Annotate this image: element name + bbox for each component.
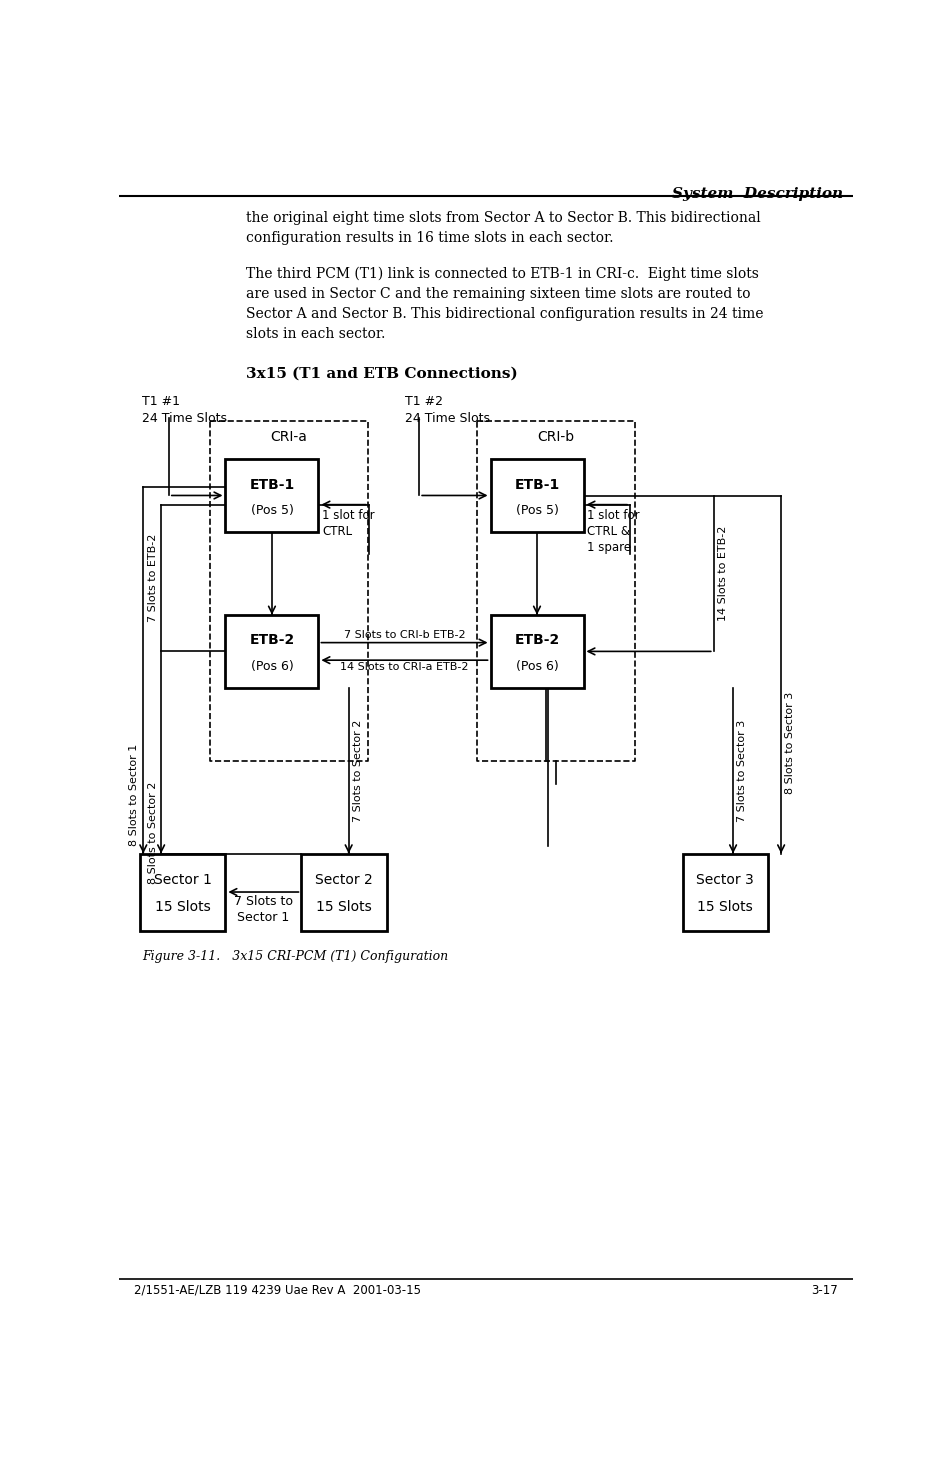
Bar <box>226 459 319 532</box>
Text: System  Description: System Description <box>672 186 843 201</box>
Text: CRI-b: CRI-b <box>537 430 574 444</box>
Text: 15 Slots: 15 Slots <box>698 900 754 915</box>
Bar <box>301 853 387 931</box>
Text: (Pos 6): (Pos 6) <box>516 660 558 673</box>
Bar <box>490 459 584 532</box>
Text: (Pos 5): (Pos 5) <box>516 504 558 517</box>
Text: ETB-1: ETB-1 <box>515 478 559 493</box>
Text: 1 slot for
CTRL: 1 slot for CTRL <box>322 509 375 538</box>
Bar <box>683 853 768 931</box>
Text: 14 Slots to CRI-a ETB-2: 14 Slots to CRI-a ETB-2 <box>340 663 468 673</box>
Text: T1 #1
24 Time Slots: T1 #1 24 Time Slots <box>142 396 227 425</box>
Text: 1 slot for
CTRL &
1 spare: 1 slot for CTRL & 1 spare <box>588 509 640 554</box>
Text: the original eight time slots from Sector A to Sector B. This bidirectional
conf: the original eight time slots from Secto… <box>246 211 761 245</box>
Text: 3x15 (T1 and ETB Connections): 3x15 (T1 and ETB Connections) <box>246 366 519 381</box>
Text: 7 Slots to
Sector 1: 7 Slots to Sector 1 <box>234 896 293 924</box>
Text: (Pos 5): (Pos 5) <box>250 504 293 517</box>
Text: 15 Slots: 15 Slots <box>316 900 372 915</box>
Text: 2/1551-AE/LZB 119 4239 Uae Rev A  2001-03-15: 2/1551-AE/LZB 119 4239 Uae Rev A 2001-03… <box>134 1284 421 1296</box>
Text: Sector 1: Sector 1 <box>154 874 211 887</box>
Text: 7 Slots to Sector 3: 7 Slots to Sector 3 <box>738 720 747 822</box>
Text: ETB-2: ETB-2 <box>249 633 295 648</box>
Text: 7 Slots to ETB-2: 7 Slots to ETB-2 <box>149 534 158 622</box>
Text: 7 Slots to CRI-b ETB-2: 7 Slots to CRI-b ETB-2 <box>344 630 465 641</box>
Text: 8 Slots to Sector 1: 8 Slots to Sector 1 <box>129 743 139 846</box>
Bar <box>490 614 584 688</box>
Text: ETB-1: ETB-1 <box>249 478 295 493</box>
Text: Sector 3: Sector 3 <box>697 874 755 887</box>
Text: Figure 3-11.   3x15 CRI-PCM (T1) Configuration: Figure 3-11. 3x15 CRI-PCM (T1) Configura… <box>142 950 447 963</box>
Text: 15 Slots: 15 Slots <box>155 900 210 915</box>
Text: Sector 2: Sector 2 <box>315 874 373 887</box>
Bar <box>140 853 226 931</box>
Text: 8 Slots to Sector 2: 8 Slots to Sector 2 <box>149 781 158 884</box>
Text: 3-17: 3-17 <box>811 1284 838 1296</box>
Text: The third PCM (T1) link is connected to ETB-1 in CRI-c.  Eight time slots
are us: The third PCM (T1) link is connected to … <box>246 267 764 342</box>
Text: ETB-2: ETB-2 <box>515 633 559 648</box>
Text: 7 Slots to Sector 2: 7 Slots to Sector 2 <box>353 720 363 822</box>
Text: CRI-a: CRI-a <box>270 430 307 444</box>
Text: T1 #2
24 Time Slots: T1 #2 24 Time Slots <box>405 396 490 425</box>
Text: (Pos 6): (Pos 6) <box>250 660 293 673</box>
Text: 14 Slots to ETB-2: 14 Slots to ETB-2 <box>718 526 728 622</box>
Text: 8 Slots to Sector 3: 8 Slots to Sector 3 <box>786 692 795 795</box>
Bar <box>226 614 319 688</box>
